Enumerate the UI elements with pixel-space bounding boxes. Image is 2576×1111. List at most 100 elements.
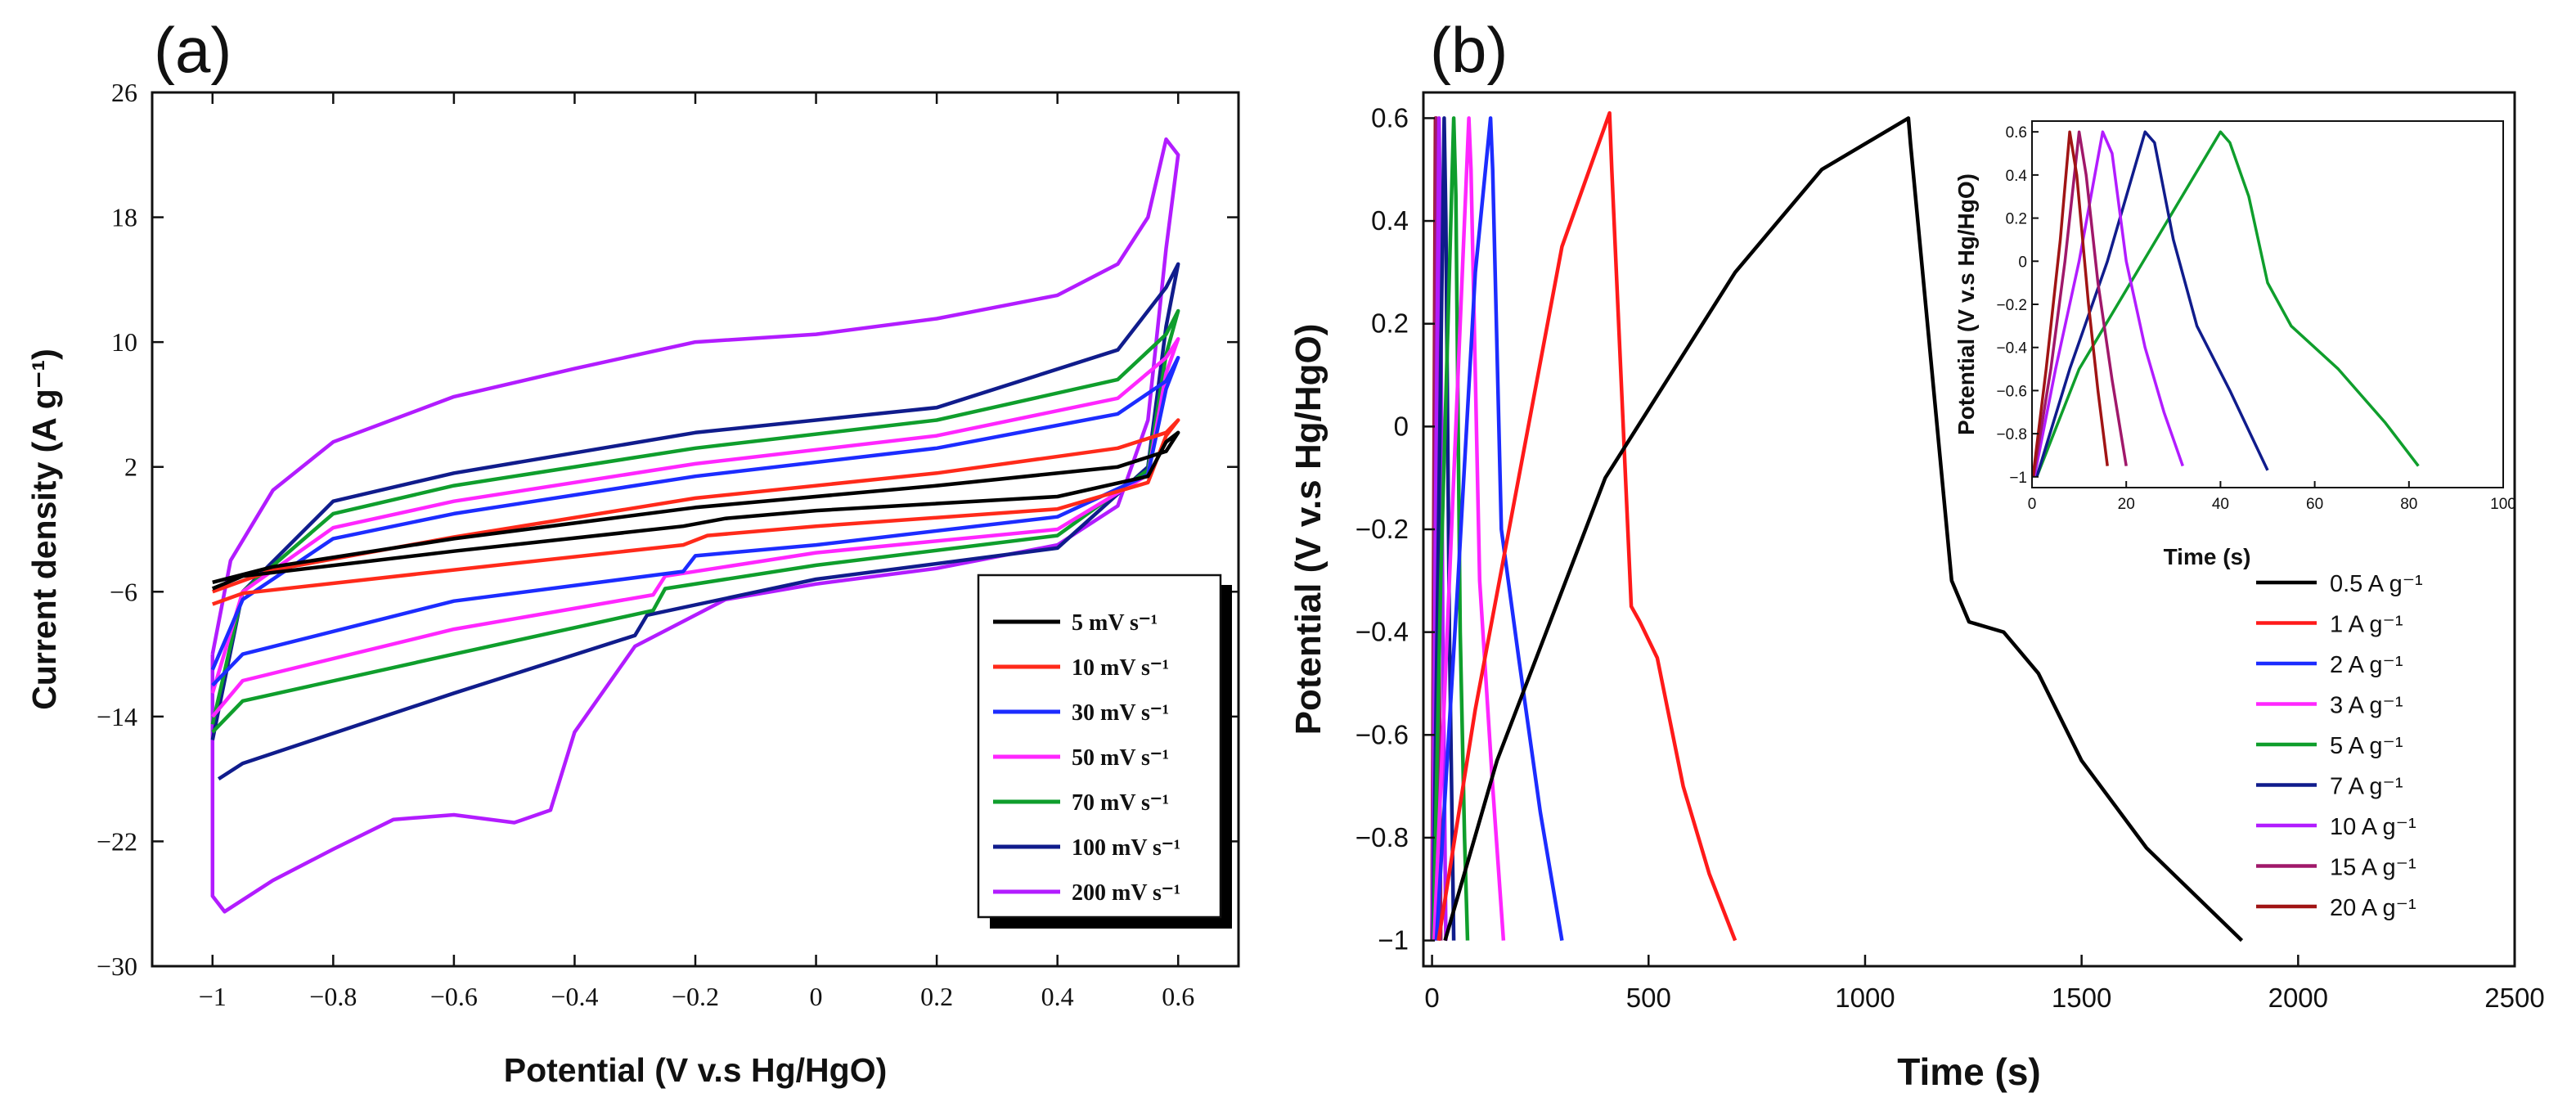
inset-xtick-label: 0 [2028, 496, 2037, 513]
inset-ytick-label: −0.2 [1996, 297, 2027, 314]
panel-a-xtick-label: −0.2 [672, 982, 719, 1011]
panel-a-xtick-label: −0.4 [551, 982, 598, 1011]
inset-ytick-label: −0.8 [1996, 426, 2027, 443]
legend-label-20-a-g: 20 A g⁻¹ [2330, 895, 2416, 921]
panel-b-ytick-label: −0.2 [1355, 514, 1409, 544]
cv-curve-50-mv-s [210, 337, 1180, 718]
cv-curve-70-mv-s [210, 308, 1180, 734]
panel-a-ylabel: Current density (A g⁻¹) [25, 349, 63, 710]
legend-label-5-mv-s: 5 mV s⁻¹ [1072, 610, 1158, 636]
panel-a-ytick-label: 10 [111, 327, 137, 357]
legend-label-15-a-g: 15 A g⁻¹ [2330, 855, 2416, 881]
panel-a-legend: 5 mV s⁻¹ 10 mV s⁻¹ 30 mV s⁻¹ 50 mV s⁻¹ 70 mV… [977, 573, 1232, 929]
panel-a-ytick-label: 18 [111, 203, 137, 232]
panel-a-ytick-label: −22 [97, 826, 137, 856]
legend-label-200-mv-s: 200 mV s⁻¹ [1072, 880, 1180, 906]
legend-label-7-a-g: 7 A g⁻¹ [2330, 774, 2403, 800]
inset-ylabel: Potential (V v.s Hg/HgO) [1953, 173, 1979, 435]
inset-xtick-label: 40 [2212, 496, 2229, 513]
gcd-curve-5-a-g [1431, 116, 1470, 941]
panel-a-xtick-label: 0.2 [920, 982, 953, 1011]
inset-xtick-label: 100 [2490, 496, 2516, 513]
inset-ytick-label: −0.4 [1996, 340, 2027, 358]
panel-b-ytick-label: 0 [1394, 411, 1409, 441]
cv-curve-10-mv-s [212, 418, 1180, 606]
panel-a-ytick-label: −6 [110, 577, 137, 606]
inset-ytick-label: 0.2 [2006, 211, 2027, 228]
inset-ytick-label: 0 [2018, 254, 2027, 271]
legend-label-2-a-g: 2 A g⁻¹ [2330, 652, 2403, 678]
panel-a-ytick-label: −30 [97, 951, 137, 981]
cv-curve-100-mv-s [210, 262, 1180, 780]
panel-b-ytick-label: −0.6 [1355, 719, 1409, 749]
inset-background [2030, 119, 2505, 489]
legend-label-3-a-g: 3 A g⁻¹ [2330, 693, 2403, 719]
panel-b-ytick-label: −0.4 [1355, 617, 1409, 647]
legend-label-10-a-g: 10 A g⁻¹ [2330, 814, 2416, 840]
cv-curve-30-mv-s [210, 355, 1180, 687]
panel-a-xlabel: Potential (V v.s Hg/HgO) [504, 1051, 888, 1089]
inset-xtick-label: 20 [2118, 496, 2135, 513]
panel-b-inset: 0 20 40 60 80 100 −1 −0.8 −0.6 −0.4 −0.2 0 0.2 0.4 0.6… [1953, 119, 2516, 569]
panel-b-ytick-label: −0.8 [1355, 822, 1409, 852]
inset-ytick-label: 0.4 [2006, 168, 2028, 185]
panel-b: (b) 0 500 1000 1500 2000 2500−1−0.8−0.6−0.4−0… [1288, 14, 2545, 1093]
panel-b-xtick-label: 2500 [2484, 983, 2544, 1013]
inset-curve-7-a-g [2035, 130, 2269, 478]
panel-a-xtick-label: −0.6 [430, 982, 478, 1011]
panel-a-xtick-label: 0.4 [1041, 982, 1074, 1011]
panel-b-ytick-label: 0.6 [1371, 102, 1409, 133]
gcd-curve-2-a-g [1434, 116, 1564, 941]
inset-curve-5-a-g [2035, 130, 2420, 478]
gcd-curve-0-5-a-g [1443, 116, 2244, 942]
gcd-curve-1-a-g [1436, 110, 1738, 942]
panel-a-ytick-label: 2 [124, 452, 137, 482]
legend-label-1-a-g: 1 A g⁻¹ [2330, 612, 2403, 638]
inset-curve-10-a-g [2033, 130, 2184, 478]
legend-label-5-a-g: 5 A g⁻¹ [2330, 733, 2403, 759]
panel-b-xtick-label: 1000 [1835, 983, 1895, 1013]
inset-ticks: 0 20 40 60 80 100 −1 −0.8 −0.6 −0.4 −0.2 0 0.2 0.4 0.6 [1996, 124, 2515, 513]
panel-b-label: (b) [1430, 14, 1508, 86]
panel-a-ytick-label: −14 [97, 702, 137, 731]
panel-b-xtick-label: 500 [1626, 983, 1671, 1013]
panel-b-xtick-label: 1500 [2052, 983, 2111, 1013]
panel-a-xtick-label: −1 [199, 982, 227, 1011]
panel-a-curves [210, 137, 1180, 914]
panel-b-ytick-label: 0.2 [1371, 308, 1409, 339]
gcd-curve-3-a-g [1432, 116, 1506, 941]
cv-curve-5-mv-s [211, 430, 1180, 591]
panel-a-xtick-label: −0.8 [309, 982, 357, 1011]
inset-xtick-label: 80 [2400, 496, 2417, 513]
panel-b-xtick-label: 0 [1424, 983, 1439, 1013]
inset-ytick-label: −0.6 [1996, 383, 2027, 400]
panel-a-ticks: −1 −0.8 −0.6 −0.4 −0.2 0 0.2 0.4 0.6 −30 −22 −14 −6 2… [97, 78, 1239, 1011]
inset-ytick-label: 0.6 [2006, 124, 2027, 142]
inset-curve-20-a-g [2031, 130, 2109, 478]
panel-b-ticks: 0 500 1000 1500 2000 2500−1−0.8−0.6−0.4−0.200… [1355, 102, 2545, 1013]
inset-xlabel: Time (s) [2164, 544, 2251, 569]
panel-b-curves [1430, 110, 2244, 942]
legend-box [977, 573, 1222, 919]
panel-a-label: (a) [154, 14, 232, 86]
panel-b-ytick-label: −1 [1378, 925, 1409, 956]
panel-b-xtick-label: 2000 [2268, 983, 2328, 1013]
panel-b-xlabel: Time (s) [1897, 1050, 2041, 1093]
panel-a-xtick-label: 0.6 [1162, 982, 1194, 1011]
legend-label-10-mv-s: 10 mV s⁻¹ [1072, 655, 1169, 681]
panel-a-ytick-label: 26 [111, 78, 137, 107]
panel-b-ytick-label: 0.4 [1371, 205, 1409, 236]
inset-ytick-label: −1 [2009, 470, 2027, 487]
legend-label-100-mv-s: 100 mV s⁻¹ [1072, 835, 1180, 861]
inset-curve-15-a-g [2031, 130, 2128, 478]
legend-label-0-5-a-g: 0.5 A g⁻¹ [2330, 571, 2423, 597]
legend-label-50-mv-s: 50 mV s⁻¹ [1072, 745, 1169, 771]
panel-b-legend: 0.5 A g⁻¹ 1 A g⁻¹ 2 A g⁻¹ 3 A g⁻¹ 5 A g⁻¹ 7 A… [2256, 571, 2423, 921]
legend-label-70-mv-s: 70 mV s⁻¹ [1072, 790, 1169, 816]
inset-xtick-label: 60 [2306, 496, 2323, 513]
panel-a-xtick-label: 0 [810, 982, 823, 1011]
panel-a: (a) −1 −0.8 −0.6 −0.4 −0.2 0 0.2 0.4 0.6−30−22−1… [25, 14, 1240, 1089]
panel-b-ylabel: Potential (V v.s Hg/HgO) [1288, 324, 1328, 735]
legend-label-30-mv-s: 30 mV s⁻¹ [1072, 700, 1169, 726]
